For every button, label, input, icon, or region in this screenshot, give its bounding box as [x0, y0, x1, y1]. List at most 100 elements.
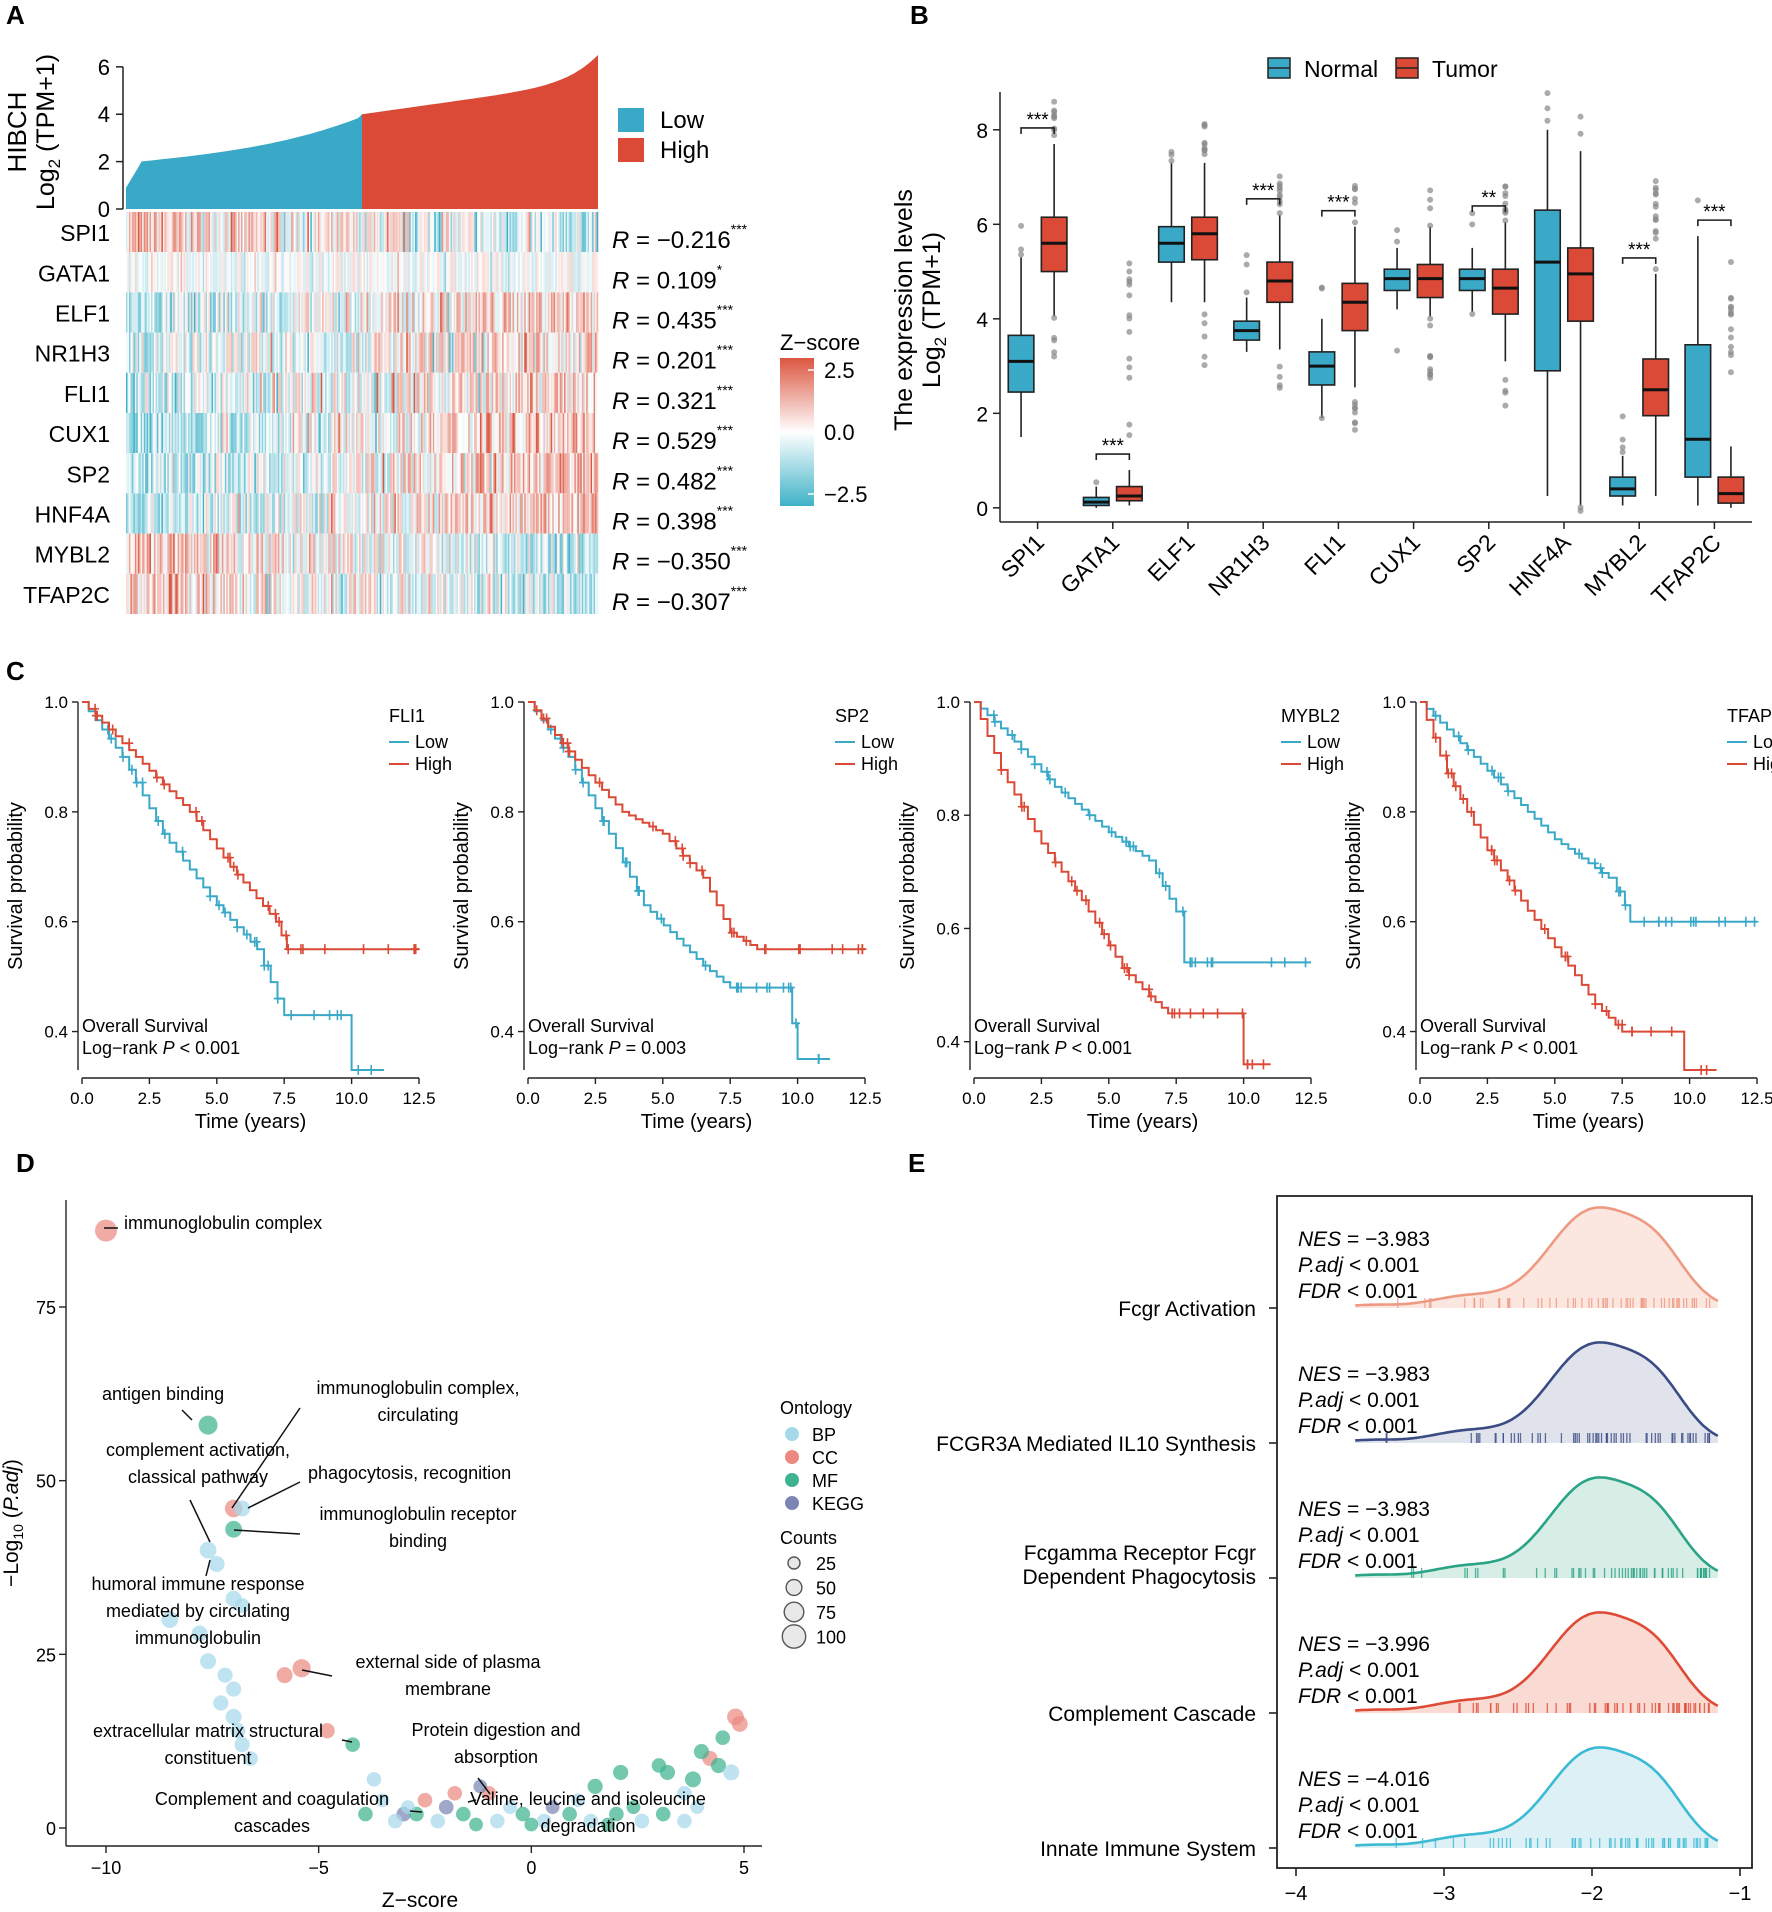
heatmap-cell — [567, 493, 569, 534]
box-outlier — [1652, 203, 1659, 210]
heatmap-cell — [323, 292, 326, 333]
heatmap-cell — [310, 493, 313, 534]
heatmap-cell — [195, 413, 198, 454]
heatmap-cell — [148, 332, 150, 373]
heatmap-cell — [177, 413, 180, 454]
heatmap-cell — [331, 372, 333, 413]
heatmap-cell — [456, 413, 459, 454]
km-censor-mark — [275, 916, 284, 927]
heatmap-cell — [165, 533, 168, 574]
heatmap-cell — [362, 292, 364, 333]
heatmap-cell — [154, 332, 156, 373]
heatmap-cell — [341, 252, 344, 293]
heatmap-cell — [457, 413, 460, 454]
heatmap-cell — [208, 212, 211, 253]
heatmap-cell — [127, 453, 130, 494]
point-bp — [690, 1800, 705, 1815]
km-censor-mark — [761, 944, 770, 955]
heatmap-cell — [398, 493, 401, 534]
heatmap-cell — [128, 413, 131, 454]
heatmap-cell — [481, 573, 484, 614]
heatmap-cell — [310, 573, 313, 614]
heatmap-cell — [164, 212, 167, 253]
heatmap-cell — [342, 453, 345, 494]
heatmap-cell — [581, 573, 584, 614]
heatmap-cell — [578, 413, 581, 454]
heatmap-cell — [307, 453, 310, 494]
point-bp — [199, 1541, 217, 1559]
km-x-tick-label: 7.5 — [1610, 1089, 1634, 1108]
heatmap-cell — [161, 413, 164, 454]
heatmap-cell — [258, 292, 261, 333]
b-x-label-ELF1: ELF1 — [1142, 529, 1199, 586]
heatmap-cell — [342, 372, 345, 413]
heatmap-cell — [562, 533, 565, 574]
heatmap-cell — [245, 332, 248, 373]
heatmap-cell — [190, 332, 193, 373]
heatmap-cell — [475, 493, 478, 534]
heatmap-cell — [218, 252, 221, 293]
heatmap-cell — [218, 533, 221, 574]
heatmap-cell — [143, 573, 146, 614]
heatmap-cell — [450, 453, 453, 494]
heatmap-cell — [536, 292, 538, 333]
heatmap-cell — [140, 292, 143, 333]
heatmap-cell — [154, 493, 156, 534]
heatmap-cell — [300, 493, 302, 534]
heatmap-cell — [423, 372, 426, 413]
heatmap-cell — [385, 453, 388, 494]
heatmap-cell — [481, 372, 484, 413]
box-normal-ELF1 — [1157, 148, 1186, 303]
heatmap-cell — [533, 332, 535, 373]
heatmap-cell — [544, 252, 547, 293]
heatmap-cell — [348, 533, 351, 574]
heatmap-cell — [410, 332, 413, 373]
heatmap-cell — [357, 573, 360, 614]
heatmap-cell — [359, 292, 361, 333]
heatmap-cell — [474, 212, 476, 253]
heatmap-cell — [182, 292, 184, 333]
heatmap-cell — [423, 212, 426, 253]
km-x-tick-label: 12.5 — [1294, 1089, 1327, 1108]
legend-high-label: High — [660, 137, 709, 164]
heatmap-cell — [443, 533, 445, 574]
point-bp — [225, 1708, 242, 1725]
heatmap-cell — [391, 533, 394, 574]
heatmap-cell — [313, 252, 316, 293]
heatmap-cell — [202, 413, 205, 454]
heatmap-cell — [204, 453, 206, 494]
heatmap-cell — [574, 372, 577, 413]
heatmap-cell — [488, 413, 491, 454]
heatmap-cell — [245, 372, 248, 413]
heatmap-cell — [353, 493, 355, 534]
heatmap-cell — [441, 212, 444, 253]
heatmap-cell — [344, 332, 347, 373]
heatmap-cell — [328, 252, 330, 293]
gsea-pathway-label: FCGR3A Mediated IL10 Synthesis — [936, 1433, 1256, 1456]
km-x-tick-label: 0.0 — [70, 1089, 94, 1108]
heatmap-cell — [341, 533, 344, 574]
km-censor-mark — [838, 944, 847, 955]
heatmap-cell — [214, 573, 217, 614]
sig-label: *** — [1703, 202, 1726, 223]
heatmap-cell — [301, 292, 304, 333]
km-censor-mark — [1186, 1008, 1195, 1019]
heatmap-cell — [577, 413, 580, 454]
heatmap-cell — [364, 533, 367, 574]
heatmap-cell — [373, 453, 376, 494]
heatmap-cell — [580, 413, 583, 454]
heatmap-cell — [540, 453, 543, 494]
heatmap-cell — [518, 332, 521, 373]
heatmap-cell — [373, 372, 376, 413]
hibch-y-tick-label: 6 — [98, 55, 110, 80]
heatmap-cell — [177, 533, 180, 574]
heatmap-cell — [400, 493, 403, 534]
heatmap-cell — [323, 212, 326, 253]
heatmap-cell — [587, 493, 590, 534]
heatmap-cell — [301, 533, 304, 574]
point-kegg — [438, 1799, 454, 1815]
heatmap-cell — [159, 533, 162, 574]
heatmap-cell — [267, 493, 270, 534]
heatmap-cell — [494, 332, 497, 373]
heatmap-cell — [363, 573, 366, 614]
